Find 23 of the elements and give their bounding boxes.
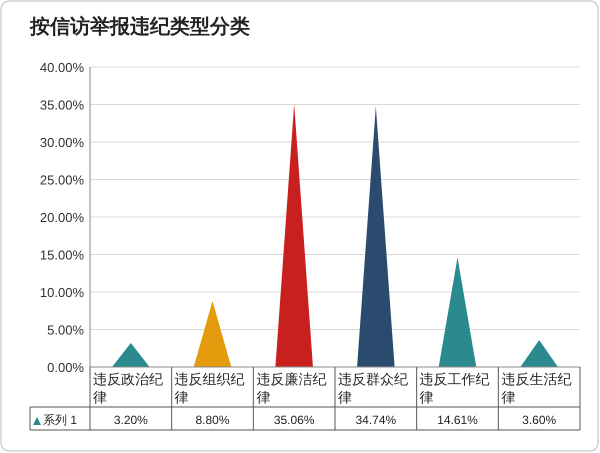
y-tick-label: 15.00% bbox=[40, 248, 84, 262]
data-label: 8.80% bbox=[195, 413, 230, 427]
y-tick-label: 35.00% bbox=[40, 98, 84, 112]
x-tick-label: 违反组织纪律 bbox=[174, 371, 245, 405]
data-label: 35.06% bbox=[274, 413, 315, 427]
data-label: 3.20% bbox=[114, 413, 148, 427]
x-tick-label: 违反生活纪律 bbox=[501, 371, 572, 405]
y-tick-label: 10.00% bbox=[40, 285, 84, 300]
y-tick-label: 40.00% bbox=[40, 60, 84, 75]
x-tick-label: 违反政治纪律 bbox=[93, 371, 163, 405]
data-label: 14.61% bbox=[437, 413, 478, 427]
data-label: 34.74% bbox=[355, 413, 397, 427]
y-tick-label: 25.00% bbox=[40, 172, 84, 188]
chart-title: 按信访举报违纪类型分类 bbox=[29, 15, 250, 38]
x-tick-label: 违反群众纪律 bbox=[338, 371, 408, 405]
data-label: 3.60% bbox=[522, 413, 557, 427]
legend-label: 系列 1 bbox=[43, 413, 78, 427]
x-tick-label: 违反工作纪律 bbox=[420, 371, 490, 405]
x-tick-label: 违反廉洁纪律 bbox=[256, 371, 326, 405]
y-tick-label: 30.00% bbox=[40, 135, 84, 150]
y-tick-label: 20.00% bbox=[40, 210, 84, 225]
y-tick-label: 5.00% bbox=[47, 322, 84, 338]
y-tick-label: 0.00% bbox=[47, 360, 84, 375]
